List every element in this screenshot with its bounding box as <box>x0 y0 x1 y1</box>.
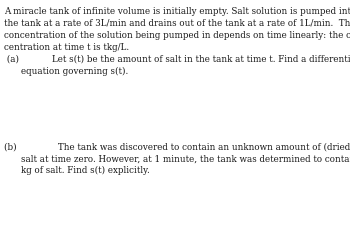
Text: concentration of the solution being pumped in depends on time linearly: the con-: concentration of the solution being pump… <box>4 31 350 40</box>
Text: salt at time zero. However, at 1 minute, the tank was determined to contain 2: salt at time zero. However, at 1 minute,… <box>21 154 350 163</box>
Text: equation governing s(t).: equation governing s(t). <box>21 67 128 76</box>
Text: the tank at a rate of 3L/min and drains out of the tank at a rate of 1L/min.  Th: the tank at a rate of 3L/min and drains … <box>4 19 350 28</box>
Text: A miracle tank of infinite volume is initially empty. Salt solution is pumped in: A miracle tank of infinite volume is ini… <box>4 7 350 16</box>
Text: kg of salt. Find s(t) explicitly.: kg of salt. Find s(t) explicitly. <box>21 166 150 175</box>
Text: centration at time t is tkg/L.: centration at time t is tkg/L. <box>4 43 129 52</box>
Text: (a)            Let s(t) be the amount of salt in the tank at time t. Find a diff: (a) Let s(t) be the amount of salt in th… <box>4 55 350 64</box>
Text: (b)               The tank was discovered to contain an unknown amount of (dried: (b) The tank was discovered to contain a… <box>4 142 350 151</box>
